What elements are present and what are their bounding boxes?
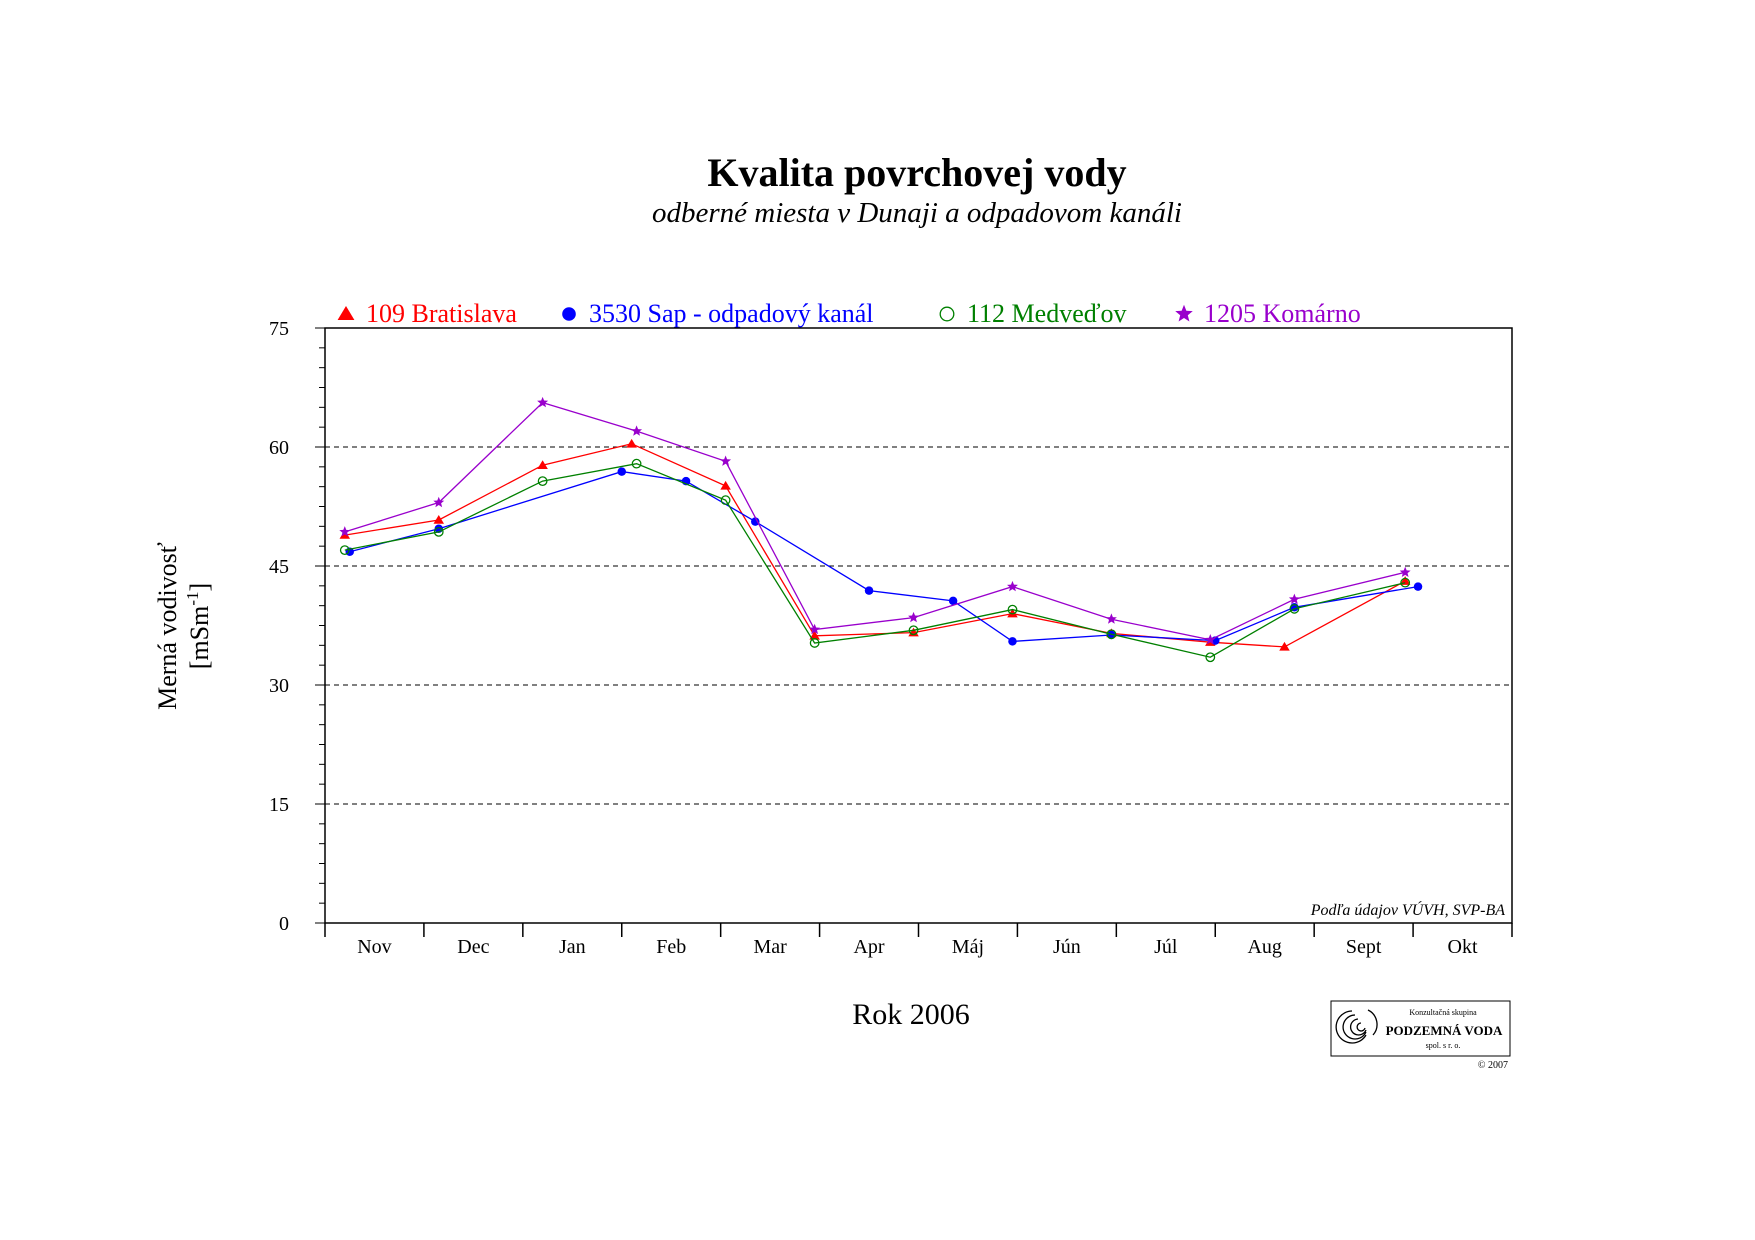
legend-item: 1205 Komárno — [1175, 299, 1361, 328]
data-point — [1288, 593, 1300, 604]
legend: 109 Bratislava 3530 Sap - odpadový kanál 1… — [337, 299, 1361, 328]
legend-item: 109 Bratislava — [337, 299, 517, 328]
data-point — [631, 425, 643, 436]
logo-line2: PODZEMNÁ VODA — [1386, 1023, 1503, 1038]
data-point — [1106, 629, 1117, 640]
x-tick-label: Nov — [357, 936, 391, 958]
legend-label: 3530 Sap - odpadový kanál — [589, 299, 874, 328]
x-tick-label: Máj — [952, 936, 984, 958]
x-tick-label: Júl — [1154, 936, 1178, 958]
data-point — [339, 545, 350, 556]
data-point — [809, 638, 820, 648]
data-point — [339, 530, 351, 539]
legend-marker — [939, 306, 955, 322]
legend-marker — [1175, 304, 1193, 322]
data-point — [1400, 577, 1411, 588]
plot-frame — [324, 327, 1513, 924]
x-axis: Nov Dec Jan Feb Mar Apr Máj Jún Júl Aug Sept Okt — [324, 923, 1513, 958]
data-point — [1107, 630, 1116, 640]
logo-copyright: © 2007 — [1478, 1060, 1508, 1071]
data-point — [1007, 604, 1018, 615]
x-tick-label: Jún — [1053, 936, 1081, 958]
legend-marker — [337, 306, 355, 320]
data-point — [433, 496, 445, 508]
y-axis-unit: [mSm-1] — [183, 583, 214, 669]
data-point — [537, 476, 548, 487]
legend-label: 1205 Komárno — [1204, 299, 1361, 328]
data-point — [1289, 603, 1300, 614]
data-point — [537, 396, 549, 408]
series-3 — [339, 458, 1411, 663]
y-axis-label: Merná vodivosť — [153, 542, 182, 710]
data-point — [1204, 634, 1216, 645]
data-point — [1008, 637, 1017, 646]
x-axis-title: Rok 2006 — [852, 998, 970, 1031]
series-2 — [345, 467, 1423, 646]
data-point — [908, 625, 919, 636]
data-point — [617, 467, 626, 476]
data-point — [1205, 652, 1216, 663]
data-point — [626, 438, 637, 448]
x-tick-label: Feb — [656, 936, 686, 958]
y-tick-label: 60 — [269, 437, 289, 459]
logo-line3: spol. s r. o. — [1426, 1041, 1461, 1050]
legend-marker — [562, 307, 576, 321]
data-point — [948, 596, 958, 606]
data-point — [1399, 566, 1411, 577]
company-logo: Konzultačná skupina PODZEMNÁ VODA spol. … — [1330, 1000, 1511, 1071]
legend-label: 112 Medveďov — [967, 299, 1127, 328]
data-point — [1279, 641, 1290, 651]
data-point — [1105, 613, 1117, 624]
y-tick-label: 75 — [269, 318, 289, 340]
data-point — [720, 455, 732, 466]
x-tick-label: Apr — [853, 936, 884, 958]
y-tick-label: 30 — [269, 675, 289, 697]
x-tick-label: Aug — [1247, 936, 1281, 958]
source-note: Podľa údajov VÚVH, SVP-BA — [1310, 900, 1505, 919]
data-point — [720, 495, 731, 506]
y-axis-title: Merná vodivosť [mSm-1] — [153, 542, 214, 710]
data-point — [1399, 576, 1411, 585]
y-tick-label: 0 — [279, 913, 289, 935]
legend-label: 109 Bratislava — [366, 299, 517, 328]
x-tick-label: Jan — [559, 936, 586, 958]
logo-emblem-icon — [1335, 1009, 1378, 1044]
series-1 — [339, 438, 1411, 651]
legend-item: 3530 Sap - odpadový kanál — [562, 299, 874, 328]
logo-line1: Konzultačná skupina — [1409, 1008, 1477, 1017]
data-point — [537, 460, 548, 469]
data-point — [720, 480, 731, 490]
series-layer — [339, 396, 1423, 663]
y-tick-label: 15 — [269, 794, 289, 816]
x-tick-label: Sept — [1346, 936, 1382, 958]
legend-item: 112 Medveďov — [939, 299, 1127, 328]
series-line — [344, 463, 1406, 658]
series-line — [344, 401, 1406, 641]
x-tick-label: Okt — [1448, 936, 1478, 958]
data-point — [1413, 582, 1423, 591]
y-axis: 0 15 30 45 60 75 — [269, 318, 325, 935]
data-point — [631, 458, 642, 469]
chart-title: Kvalita povrchovej vody — [707, 150, 1126, 195]
data-point — [751, 517, 760, 526]
data-point — [433, 526, 444, 537]
series-4 — [339, 396, 1411, 645]
x-tick-label: Mar — [753, 936, 787, 958]
series-line — [344, 443, 1406, 648]
data-point — [908, 611, 920, 623]
series-line — [349, 470, 1419, 643]
data-point — [1007, 580, 1018, 592]
data-point — [1007, 608, 1018, 618]
chart-subtitle: odberné miesta v Dunaji a odpadovom kaná… — [652, 197, 1182, 229]
data-point — [809, 630, 820, 640]
data-point — [809, 623, 821, 635]
x-tick-label: Dec — [457, 936, 489, 958]
y-tick-label: 45 — [269, 556, 289, 578]
data-point — [339, 526, 351, 537]
data-point — [433, 514, 445, 524]
data-point — [864, 586, 874, 595]
